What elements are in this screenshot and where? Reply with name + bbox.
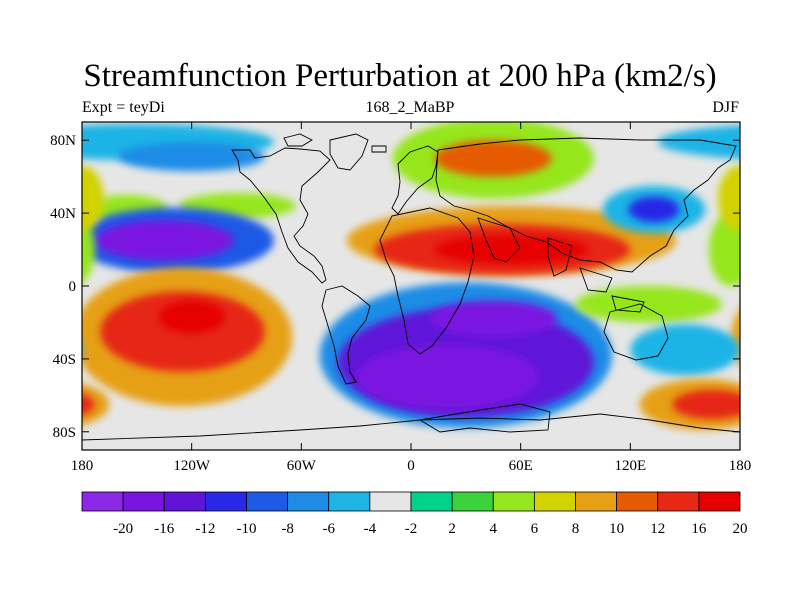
colorbar-label: 12: [650, 521, 665, 537]
run-id-label: 168_2_MaBP: [365, 99, 455, 116]
lat-tick-label: 80S: [53, 425, 76, 441]
contour-blob-25: [672, 389, 740, 420]
colorbar-label: 6: [531, 521, 539, 537]
lat-tick-label: 0: [69, 279, 77, 295]
contour-blob-15: [730, 309, 740, 365]
contour-blob-7: [434, 140, 552, 177]
colorbar-swatch-8: [410, 491, 453, 512]
lat-tick-label: 40N: [50, 206, 76, 222]
contour-blob-4: [730, 226, 740, 255]
contour-blob-17: [158, 300, 225, 334]
contour-blob-12: [628, 196, 680, 223]
colorbar-swatch-7: [369, 491, 412, 512]
colorbar-label: -4: [364, 521, 377, 537]
colorbar-swatch-10: [492, 491, 535, 512]
colorbar-label: -2: [405, 521, 418, 537]
colorbar-label: 8: [572, 521, 580, 537]
lon-tick-label: 120W: [173, 458, 211, 474]
colorbar-label: -16: [154, 521, 174, 537]
contour-blob-13: [82, 216, 95, 283]
contour-blob-24: [82, 383, 110, 426]
colorbar-swatch-11: [533, 491, 576, 512]
contour-blob-1: [118, 142, 265, 172]
contour-blob-5: [94, 220, 234, 261]
lon-tick-label: 60E: [509, 458, 533, 474]
colorbar-swatch-9: [451, 491, 494, 512]
lon-tick-label: 180: [71, 458, 94, 474]
colorbar-label: 20: [733, 521, 748, 537]
lat-tick-label: 40S: [53, 352, 76, 368]
colorbar-label: 2: [448, 521, 456, 537]
colorbar-swatch-3: [204, 491, 247, 512]
contour-blob-14: [718, 165, 740, 232]
lon-tick-label: 60W: [287, 458, 317, 474]
colorbar-swatch-12: [575, 491, 618, 512]
colorbar-swatch-15: [698, 491, 741, 512]
colorbar-label: 4: [490, 521, 498, 537]
plot-title: Streamfunction Perturbation at 200 hPa (…: [83, 58, 717, 94]
lon-tick-label: 120E: [614, 458, 646, 474]
colorbar-label: -10: [237, 521, 257, 537]
contour-blob-10: [434, 234, 589, 265]
contour-blob-13: [708, 213, 740, 286]
colorbar-swatch-2: [163, 491, 206, 512]
contour-blob-22: [575, 286, 722, 323]
colorbar-label: -8: [281, 521, 294, 537]
contour-blob-21: [429, 300, 558, 338]
colorbar-swatch-6: [328, 491, 371, 512]
colorbar-label: -12: [195, 521, 215, 537]
colorbar-swatch-13: [616, 491, 659, 512]
colorbar-label: -6: [323, 521, 336, 537]
axis-layer: 180 120W 60W 0 60E 120E 180 80N 40N 0 40S 80S: [50, 122, 751, 474]
colorbar-swatch-1: [122, 491, 165, 512]
contour-blob-14: [82, 165, 104, 232]
contour-blob-25: [82, 393, 95, 416]
lon-tick-label: 0: [407, 458, 415, 474]
experiment-label: Expt = teyDi: [82, 99, 165, 116]
contour-blob-20: [356, 344, 539, 410]
contour-blob-2: [745, 195, 800, 224]
season-label: DJF: [712, 99, 739, 116]
colorbar-label: 10: [609, 521, 624, 537]
colorbar: -20 -16 -12 -10 -8 -6 -4 -2 2 4 6 8 10 12 16 20: [81, 491, 748, 537]
contour-blob-0: [657, 125, 740, 159]
colorbar-swatch-4: [246, 491, 289, 512]
contour-blob-23: [630, 324, 740, 376]
coastline-layer: [82, 133, 740, 441]
colorbar-label: -20: [113, 521, 133, 537]
contour-fill-layer: [82, 122, 800, 430]
colorbar-swatch-0: [81, 491, 124, 512]
colorbar-swatch-5: [287, 491, 330, 512]
colorbar-label: 16: [691, 521, 707, 537]
colorbar-swatch-14: [657, 491, 700, 512]
lat-tick-label: 80N: [50, 133, 76, 149]
lon-tick-label: 180: [729, 458, 752, 474]
